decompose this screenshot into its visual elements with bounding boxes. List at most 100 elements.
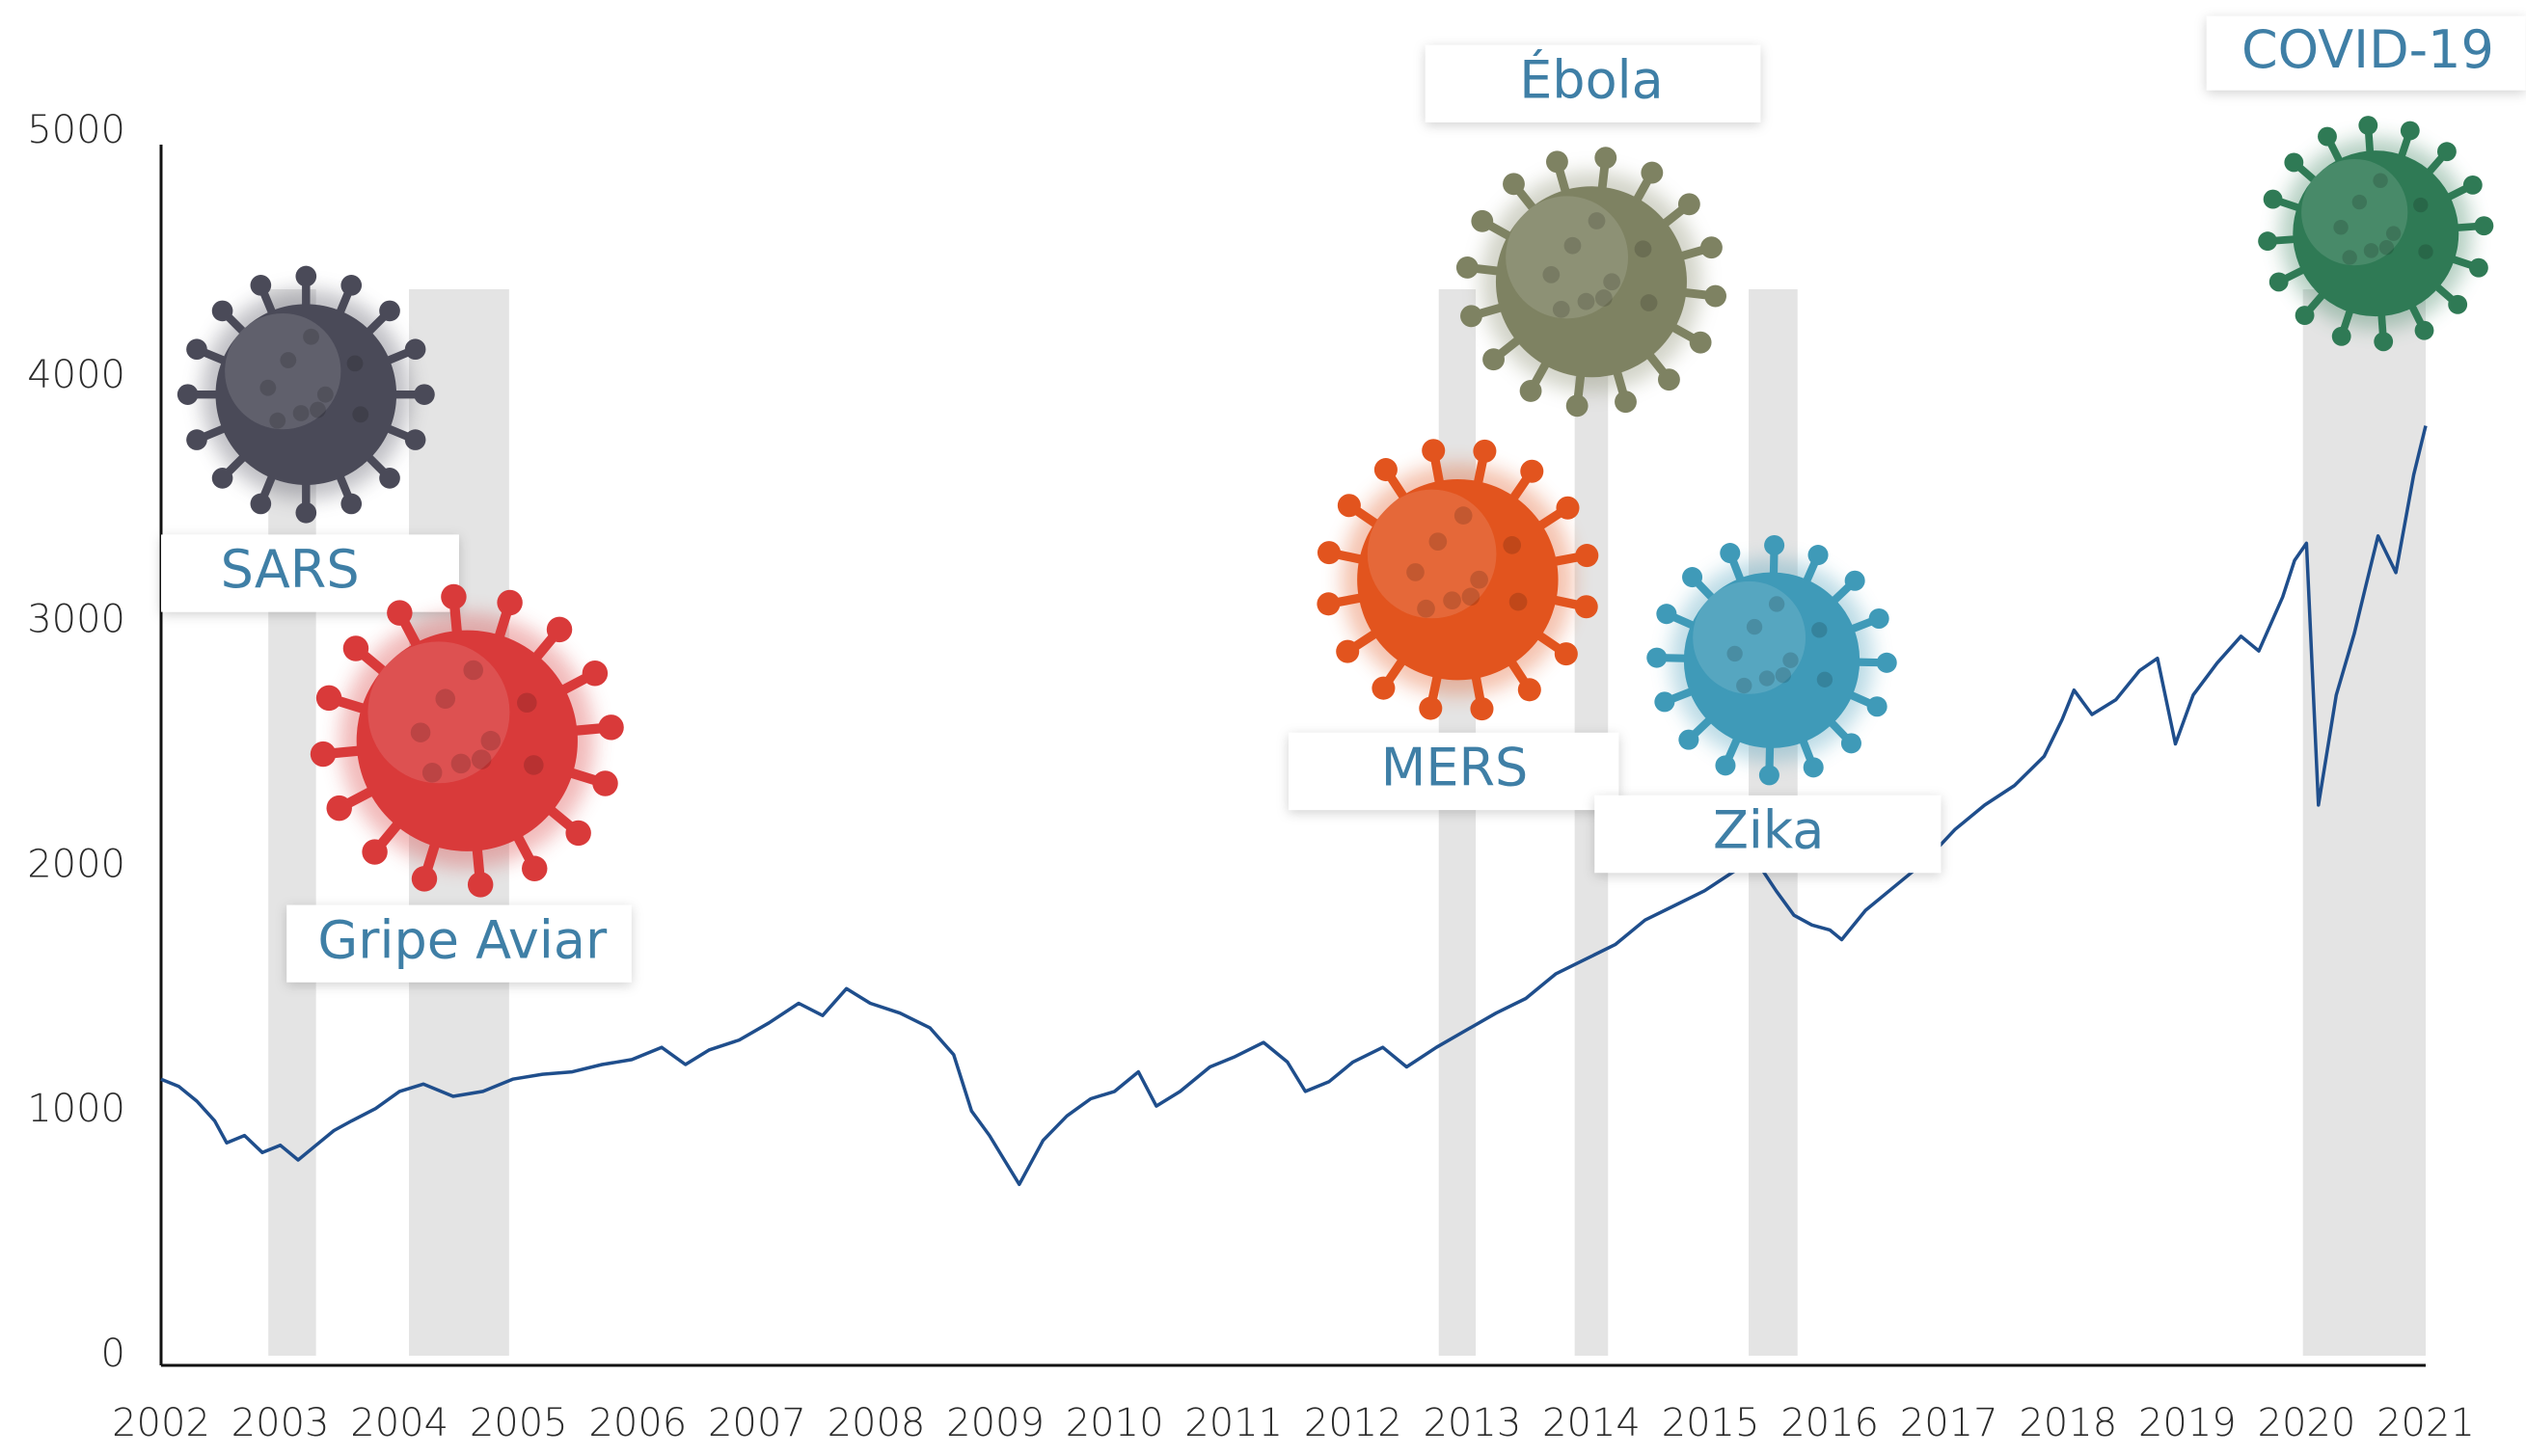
virus-spike-tip <box>1372 676 1396 700</box>
virus-spike-tip <box>362 839 388 865</box>
virus-dot <box>524 755 544 775</box>
virus-dot <box>435 688 456 710</box>
event-label-box <box>286 904 632 983</box>
virus-spike-tip <box>2258 231 2278 252</box>
virus-dot <box>480 730 502 751</box>
virus-spike-tip <box>2318 126 2337 147</box>
virus-spike-tip <box>582 661 609 687</box>
virus-dot <box>1816 671 1833 688</box>
x-tick-label: 2012 <box>1304 1401 1402 1445</box>
virus-spike-tip <box>1803 757 1824 778</box>
virus-spike-tip <box>1615 391 1637 414</box>
event-label-box <box>2206 15 2526 91</box>
virus-spike-tip <box>1807 545 1829 566</box>
virus-dot <box>1640 294 1658 311</box>
virus-spike-tip <box>441 583 467 610</box>
x-tick-label: 2008 <box>828 1401 926 1445</box>
virus-spike-tip <box>1682 567 1703 588</box>
virus-shade <box>367 641 510 784</box>
virus-spike-tip <box>315 685 342 712</box>
y-tick-label: 1000 <box>27 1087 125 1131</box>
virus-spike-tip <box>1876 652 1897 673</box>
virus-spike-tip <box>1336 639 1360 663</box>
virus-spike-tip <box>2468 257 2488 278</box>
x-tick-label: 2014 <box>1542 1401 1641 1445</box>
virus-spike-tip <box>1594 147 1617 170</box>
virus-spike-tip <box>1715 755 1736 776</box>
virus-icon <box>1317 439 1599 721</box>
virus-shade <box>2301 158 2408 266</box>
virus-spike-tip <box>1689 331 1712 354</box>
event-label: Ébola <box>1519 49 1664 110</box>
virus-icon <box>1455 147 1726 418</box>
virus-dot <box>1782 652 1799 668</box>
virus-spike-tip <box>1554 642 1578 666</box>
x-tick-label: 2010 <box>1066 1401 1164 1445</box>
virus-spike-tip <box>1764 534 1785 556</box>
virus-spike-tip <box>414 384 435 405</box>
virus-dot <box>1503 536 1522 554</box>
virus-dot <box>471 749 492 769</box>
virus-dot <box>1726 645 1743 662</box>
virus-spike-tip <box>177 384 199 405</box>
x-tick-label: 2002 <box>112 1401 210 1445</box>
virus-spike-tip <box>2263 189 2283 209</box>
y-tick-label: 2000 <box>27 842 125 886</box>
virus-shade <box>1367 489 1497 619</box>
virus-spike-tip <box>1473 439 1497 463</box>
virus-dot <box>1768 596 1785 612</box>
virus-spike-tip <box>404 429 426 450</box>
virus-body <box>1683 572 1861 748</box>
virus-spike-tip <box>1519 379 1542 402</box>
virus-spike-tip <box>1844 570 1865 591</box>
virus-dot <box>2342 250 2357 265</box>
event-label-box <box>1594 795 1942 874</box>
virus-spike-tip <box>1520 459 1544 483</box>
x-tick-label: 2009 <box>946 1401 1045 1445</box>
virus-spike-tip <box>1758 765 1779 786</box>
virus-spike-tip <box>326 795 352 822</box>
virus-dot <box>292 405 310 421</box>
virus-spike-tip <box>379 300 400 322</box>
virus-spike-tip <box>1317 541 1342 565</box>
virus-dot <box>1461 587 1480 607</box>
virus-dot <box>1453 506 1473 526</box>
virus-dot <box>316 386 334 403</box>
virus-body <box>1495 186 1687 378</box>
virus-spike-tip <box>2284 152 2304 173</box>
virus-dot <box>2351 194 2368 210</box>
virus-spike-tip <box>1517 678 1541 702</box>
x-tick-label: 2017 <box>1900 1401 1998 1445</box>
virus-dot <box>2363 243 2379 258</box>
virus-spike-tip <box>1471 209 1494 232</box>
virus-spike-tip <box>1337 494 1361 518</box>
virus-dot <box>1746 618 1763 635</box>
virus-dot <box>1542 265 1561 283</box>
virus-spike-tip <box>340 493 363 515</box>
virus-body <box>215 304 397 485</box>
virus-dot <box>517 692 537 714</box>
virus-dot <box>1443 591 1461 610</box>
data-line <box>160 425 2428 1187</box>
virus-dot <box>1577 292 1595 310</box>
x-tick-label: 2019 <box>2138 1401 2237 1445</box>
virus-body <box>356 630 578 851</box>
virus-spike-tip <box>2331 326 2351 346</box>
virus-spike-tip <box>2374 332 2394 352</box>
virus-spike-tip <box>1720 543 1741 564</box>
virus-dot <box>2385 226 2402 241</box>
virus-dot <box>1736 677 1752 694</box>
virus-dot <box>1811 622 1828 638</box>
virus-spike-tip <box>1866 696 1888 717</box>
y-tick-label: 4000 <box>27 353 125 397</box>
virus-dot <box>463 660 484 681</box>
virus-dot <box>410 722 431 742</box>
virus-spike-tip <box>2268 272 2289 292</box>
event-label: SARS <box>221 539 360 600</box>
virus-spike-tip <box>342 635 369 661</box>
virus-spike-tip <box>1575 544 1599 568</box>
virus-dot <box>259 379 277 396</box>
virus-spike-tip <box>250 275 272 296</box>
virus-icon <box>177 265 435 524</box>
event-label: Zika <box>1713 800 1824 861</box>
